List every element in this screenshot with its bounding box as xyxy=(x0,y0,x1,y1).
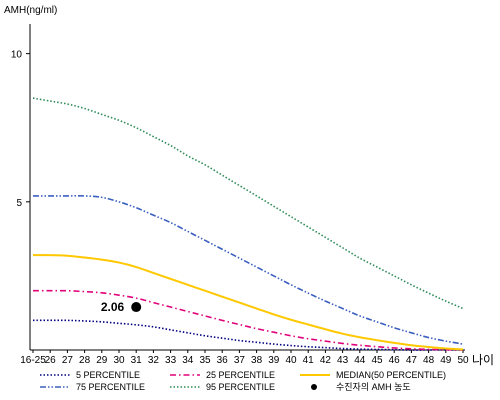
x-tick-label: 42 xyxy=(320,355,332,366)
legend-label: 5 PERCENTILE xyxy=(76,370,140,380)
x-tick-label: 27 xyxy=(62,355,74,366)
points-layer: 2.06 xyxy=(101,300,142,314)
x-tick-label: 40 xyxy=(285,355,297,366)
patient-amh-value-label: 2.06 xyxy=(101,300,125,314)
x-tick-label: 32 xyxy=(148,355,160,366)
patient-amh-point xyxy=(131,302,142,313)
x-tick-label: 45 xyxy=(371,355,383,366)
x-tick-label: 29 xyxy=(96,355,108,366)
x-tick-label: 46 xyxy=(389,355,401,366)
series-line-25-percentile xyxy=(33,289,464,351)
legend-label: 25 PERCENTILE xyxy=(206,370,275,380)
x-tick-label: 16-25 xyxy=(20,355,46,366)
series-line-75-percentile xyxy=(33,194,464,345)
x-tick-label: 34 xyxy=(182,355,194,366)
legend-label: 95 PERCENTILE xyxy=(206,382,275,392)
series-line-5-percentile xyxy=(33,319,463,351)
legend-label: MEDIAN(50 PERCENTILE) xyxy=(336,370,446,380)
x-tick-label: 39 xyxy=(268,355,280,366)
series-layer xyxy=(32,97,464,351)
y-tick-label: 5 xyxy=(16,198,22,209)
x-tick-label: 41 xyxy=(303,355,315,366)
x-tick-label: 36 xyxy=(217,355,229,366)
legend-marker-dot xyxy=(311,384,317,390)
x-tick-label: 26 xyxy=(45,355,57,366)
series-line-median-50-percentile xyxy=(32,254,464,351)
x-tick-label: 28 xyxy=(79,355,91,366)
x-tick-label: 43 xyxy=(337,355,349,366)
legend-label: 75 PERCENTILE xyxy=(76,382,145,392)
legend-label: 수진자의 AMH 농도 xyxy=(336,382,411,392)
legend: 5 PERCENTILE 25 PERCENTILE MEDIAN(50 PERCE… xyxy=(40,370,446,392)
x-axis-label: 나이 xyxy=(472,353,494,367)
x-tick-label: 30 xyxy=(113,355,125,366)
x-tick-label: 33 xyxy=(165,355,177,366)
x-tick-label: 50 xyxy=(457,355,469,366)
x-tick-label: 38 xyxy=(251,355,263,366)
x-tick-label: 35 xyxy=(199,355,211,366)
x-tick-label: 31 xyxy=(131,355,143,366)
x-tick-label: 47 xyxy=(406,355,418,366)
x-tick-label: 37 xyxy=(234,355,246,366)
x-tick-label: 44 xyxy=(354,355,366,366)
x-tick-label: 48 xyxy=(423,355,435,366)
y-tick-label: 10 xyxy=(11,50,23,61)
series-line-95-percentile xyxy=(32,97,464,310)
y-axis-label: AMH(ng/ml) xyxy=(4,5,57,16)
x-tick-label: 49 xyxy=(440,355,452,366)
